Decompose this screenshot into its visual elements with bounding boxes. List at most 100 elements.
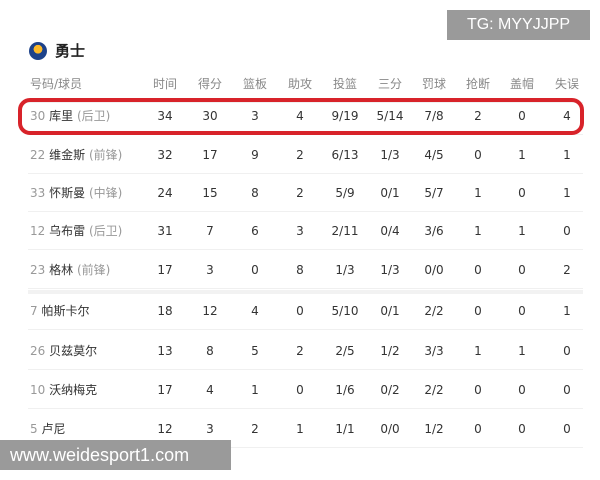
table-row[interactable]: 23 格林 (前锋) 17 3 0 8 1/3 1/3 0/0 0 0 2 (28, 251, 583, 289)
team-logo-icon (29, 41, 47, 60)
table-row[interactable]: 5 卢尼 12 3 2 1 1/1 0/0 1/2 0 0 0 (28, 410, 583, 448)
stat-cell: 0 (474, 263, 482, 277)
stat-cell: 3 (206, 263, 214, 277)
stat-cell: 1/2 (380, 344, 400, 358)
stat-cell: 6 (251, 224, 259, 238)
player-cell: 12 乌布雷 (后卫) (30, 212, 122, 250)
player-name: 格林 (49, 263, 74, 277)
player-name: 帕斯卡尔 (41, 304, 90, 318)
column-header: 号码/球员 (30, 77, 83, 91)
tg-watermark: TG: MYYJJPP (447, 10, 590, 40)
stat-cell: 5/9 (335, 186, 355, 200)
stat-cell: 7/8 (424, 109, 444, 123)
stat-cell: 1 (474, 186, 482, 200)
stat-cell: 12 (202, 304, 218, 318)
player-position: (后卫) (76, 109, 111, 123)
player-cell: 10 沃纳梅克 (30, 371, 97, 409)
stat-cell: 1 (474, 224, 482, 238)
stat-cell: 0/0 (380, 422, 400, 436)
stat-cell: 6/13 (331, 148, 359, 162)
stat-cell: 8 (251, 186, 259, 200)
player-position: (前锋) (76, 263, 111, 277)
table-row[interactable]: 7 帕斯卡尔 18 12 4 0 5/10 0/1 2/2 0 0 1 (28, 292, 583, 330)
player-name: 乌布雷 (49, 224, 86, 238)
player-position: (前锋) (88, 148, 123, 162)
team-header: 勇士 (29, 40, 85, 61)
player-cell: 22 维金斯 (前锋) (30, 136, 122, 174)
stat-cell: 32 (157, 148, 173, 162)
stat-cell: 0 (518, 383, 526, 397)
stat-cell: 4 (206, 383, 214, 397)
table-row[interactable]: 12 乌布雷 (后卫) 31 7 6 3 2/11 0/4 3/6 1 1 0 (28, 212, 583, 250)
stat-cell: 0 (296, 304, 304, 318)
player-name: 怀斯曼 (49, 186, 86, 200)
player-number: 33 (30, 186, 46, 200)
stat-cell: 0 (563, 344, 571, 358)
stat-cell: 2/2 (424, 383, 444, 397)
stat-cell: 3/3 (424, 344, 444, 358)
stat-cell: 2 (474, 109, 482, 123)
stat-cell: 2 (296, 186, 304, 200)
stat-cell: 0 (563, 383, 571, 397)
stat-cell: 1 (251, 383, 259, 397)
table-row[interactable]: 22 维金斯 (前锋) 32 17 9 2 6/13 1/3 4/5 0 1 1 (28, 136, 583, 174)
stat-cell: 0 (474, 422, 482, 436)
stat-cell: 13 (157, 344, 173, 358)
stat-cell: 18 (157, 304, 173, 318)
stat-cell: 17 (157, 263, 173, 277)
starters-bench-divider (28, 290, 583, 294)
player-cell: 23 格林 (前锋) (30, 251, 110, 289)
stat-cell: 30 (202, 109, 218, 123)
stat-cell: 1 (563, 304, 571, 318)
table-row[interactable]: 10 沃纳梅克 17 4 1 0 1/6 0/2 2/2 0 0 0 (28, 371, 583, 409)
player-cell: 7 帕斯卡尔 (30, 292, 89, 330)
stat-cell: 2 (296, 344, 304, 358)
player-number: 22 (30, 148, 46, 162)
stat-cell: 0/2 (380, 383, 400, 397)
stat-cell: 0/0 (424, 263, 444, 277)
stat-cell: 0 (563, 422, 571, 436)
stat-cell: 0 (296, 383, 304, 397)
stat-cell: 9 (251, 148, 259, 162)
team-name: 勇士 (55, 42, 86, 60)
player-number: 10 (30, 383, 46, 397)
column-header: 时间 (152, 77, 178, 91)
stat-cell: 1/2 (424, 422, 444, 436)
column-header: 失误 (554, 77, 580, 91)
table-header: 号码/球员 时间 得分 篮板 助攻 投篮 三分 罚球 抢断 盖帽 失误 (28, 65, 583, 103)
stat-cell: 0 (518, 109, 526, 123)
column-header: 盖帽 (509, 77, 535, 91)
stat-cell: 0/1 (380, 186, 400, 200)
player-number: 5 (30, 422, 38, 436)
stat-cell: 2/2 (424, 304, 444, 318)
player-name: 贝兹莫尔 (49, 344, 98, 358)
highlight-box (18, 98, 584, 135)
stat-cell: 1 (296, 422, 304, 436)
stat-cell: 1 (518, 148, 526, 162)
player-cell: 5 卢尼 (30, 410, 65, 448)
stat-cell: 3/6 (424, 224, 444, 238)
stat-cell: 4/5 (424, 148, 444, 162)
stat-cell: 3 (296, 224, 304, 238)
column-header: 抢断 (465, 77, 491, 91)
player-number: 7 (30, 304, 38, 318)
stat-cell: 5/14 (376, 109, 404, 123)
stat-cell: 0 (563, 224, 571, 238)
stat-cell: 0/4 (380, 224, 400, 238)
player-name: 沃纳梅克 (49, 383, 98, 397)
stat-cell: 1/1 (335, 422, 355, 436)
stat-cell: 2 (563, 263, 571, 277)
player-number: 26 (30, 344, 46, 358)
stat-cell: 12 (157, 422, 173, 436)
stat-cell: 1 (474, 344, 482, 358)
stat-cell: 1 (563, 148, 571, 162)
player-cell: 33 怀斯曼 (中锋) (30, 174, 122, 212)
stat-cell: 5 (251, 344, 259, 358)
stat-cell: 4 (251, 304, 259, 318)
stat-cell: 17 (157, 383, 173, 397)
stat-cell: 0/1 (380, 304, 400, 318)
table-row[interactable]: 33 怀斯曼 (中锋) 24 15 8 2 5/9 0/1 5/7 1 0 1 (28, 174, 583, 212)
player-cell: 26 贝兹莫尔 (30, 332, 97, 370)
column-header: 助攻 (287, 77, 313, 91)
table-row[interactable]: 26 贝兹莫尔 13 8 5 2 2/5 1/2 3/3 1 1 0 (28, 332, 583, 370)
